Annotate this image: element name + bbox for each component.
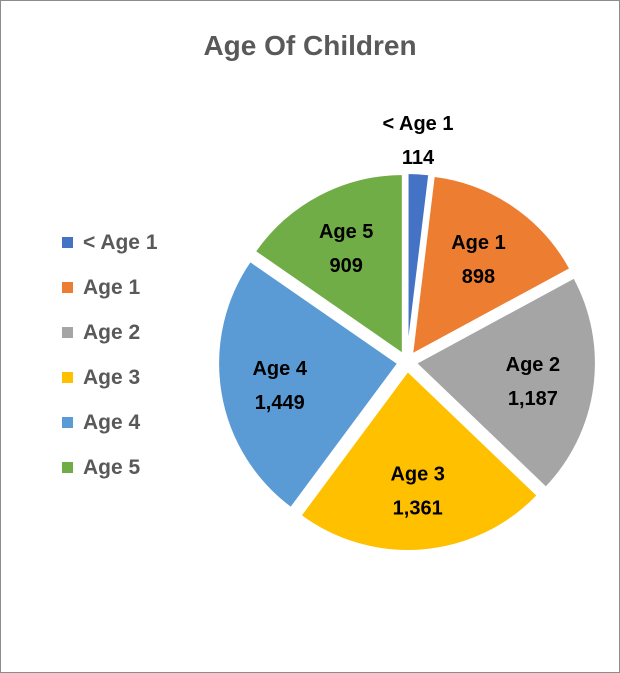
data-label-category: Age 1 <box>451 232 505 254</box>
data-label-category: < Age 1 <box>383 113 454 135</box>
legend-item-age-1: Age 1 <box>62 265 202 310</box>
legend-swatch <box>62 372 73 383</box>
data-label-category: Age 3 <box>390 464 444 486</box>
legend-swatch <box>62 327 73 338</box>
legend-item-age-5: Age 5 <box>62 445 202 490</box>
legend: < Age 1 Age 1 Age 2 Age 3 Age 4 Age 5 <box>62 220 202 490</box>
legend-swatch <box>62 417 73 428</box>
pie-slice <box>406 172 431 354</box>
chart-title: Age Of Children <box>203 30 417 61</box>
legend-item-lt-age-1: < Age 1 <box>62 220 202 265</box>
data-label-value: 898 <box>462 266 495 288</box>
pie-slice <box>410 174 572 357</box>
pie-slice <box>253 173 404 356</box>
legend-swatch <box>62 282 73 293</box>
data-label-value: 114 <box>402 147 435 169</box>
data-label-category: Age 5 <box>319 221 373 243</box>
data-label-category: Age 2 <box>506 354 560 376</box>
legend-item-age-4: Age 4 <box>62 400 202 445</box>
data-label-category: Age 4 <box>252 358 307 380</box>
data-label-value: 1,449 <box>255 392 305 414</box>
data-label-value: 909 <box>330 255 363 277</box>
legend-swatch <box>62 237 73 248</box>
pie-slice <box>414 276 597 490</box>
legend-label: Age 4 <box>83 410 141 434</box>
legend-item-age-2: Age 2 <box>62 310 202 355</box>
pie-slice <box>299 369 540 552</box>
data-label-value: 1,187 <box>508 388 558 410</box>
legend-item-age-3: Age 3 <box>62 355 202 400</box>
legend-label: Age 2 <box>83 320 141 344</box>
legend-label: Age 3 <box>83 365 141 389</box>
legend-label: Age 5 <box>83 455 141 479</box>
legend-label: < Age 1 <box>83 230 158 254</box>
data-label-value: 1,361 <box>393 498 443 520</box>
legend-label: Age 1 <box>83 275 141 299</box>
legend-swatch <box>62 462 73 473</box>
pie-slice <box>217 259 400 510</box>
